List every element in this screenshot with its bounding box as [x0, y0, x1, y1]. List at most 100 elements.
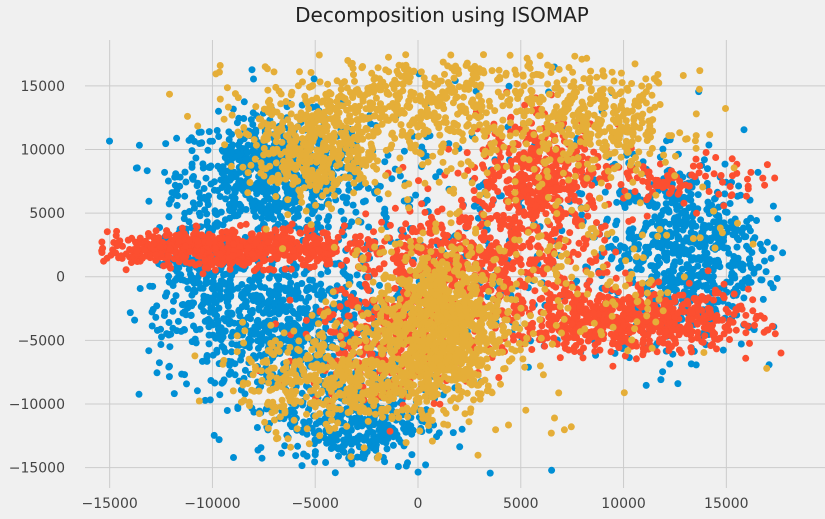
data-point [196, 252, 203, 260]
data-point [283, 188, 291, 196]
data-point [533, 208, 541, 216]
data-point [213, 222, 221, 230]
data-point [226, 276, 234, 284]
data-point [360, 245, 368, 253]
data-point [243, 298, 250, 305]
data-point [331, 469, 339, 477]
data-point [343, 199, 350, 207]
data-point [249, 148, 256, 156]
data-point [315, 247, 323, 255]
data-point [153, 369, 161, 377]
data-point [364, 273, 372, 281]
data-point [242, 156, 250, 164]
data-point [470, 187, 478, 195]
data-point [122, 250, 130, 258]
data-point [396, 172, 404, 180]
data-point [171, 181, 179, 189]
data-point [675, 252, 683, 260]
data-point [152, 251, 160, 259]
data-point [258, 454, 266, 462]
data-point [408, 451, 416, 459]
data-point [458, 425, 466, 433]
data-point [310, 75, 318, 83]
data-point [205, 331, 213, 339]
data-point [170, 297, 177, 305]
data-point [267, 255, 275, 263]
data-point [571, 218, 579, 226]
data-point [265, 298, 273, 306]
data-point [712, 218, 720, 226]
data-point [619, 311, 627, 319]
data-point [389, 441, 397, 449]
data-point [467, 214, 475, 222]
data-point [734, 282, 742, 290]
data-point [216, 250, 224, 258]
data-point [200, 185, 208, 192]
data-point [464, 223, 472, 231]
data-point [398, 233, 406, 241]
data-point [263, 209, 271, 217]
data-point [207, 259, 215, 267]
data-point [183, 380, 190, 388]
data-point [435, 429, 443, 437]
data-point [384, 435, 392, 443]
data-point [575, 197, 583, 205]
data-point [247, 116, 255, 124]
data-point [398, 263, 405, 271]
data-point [218, 146, 226, 154]
data-point [226, 150, 234, 158]
data-point [194, 237, 202, 245]
data-point [617, 263, 625, 271]
data-point [735, 182, 743, 190]
data-point [211, 307, 219, 315]
data-point [276, 250, 284, 258]
data-point [770, 244, 778, 252]
data-point [302, 248, 310, 256]
data-point [131, 316, 139, 324]
data-point [528, 346, 536, 353]
data-point [312, 420, 320, 428]
data-point [245, 344, 253, 351]
data-point [531, 259, 539, 267]
data-point [659, 368, 667, 376]
data-point [215, 133, 223, 140]
data-point [701, 261, 709, 269]
data-point [512, 242, 520, 250]
data-point [279, 305, 287, 313]
data-point [755, 263, 763, 271]
data-point [418, 200, 426, 208]
data-point [687, 344, 695, 352]
data-point [193, 223, 201, 231]
data-point [204, 264, 212, 272]
data-point [505, 82, 513, 90]
data-point [313, 239, 321, 247]
data-point [730, 290, 738, 298]
data-point [607, 255, 615, 263]
data-point [258, 330, 266, 337]
data-point [364, 184, 372, 192]
data-point [200, 193, 208, 201]
data-point [315, 214, 323, 222]
data-point [642, 381, 650, 389]
data-point [317, 270, 325, 278]
data-point [144, 230, 152, 237]
data-point [666, 360, 674, 368]
data-point [243, 148, 251, 156]
data-point [225, 284, 233, 292]
data-point [224, 235, 232, 243]
data-point [298, 462, 306, 470]
data-point [760, 314, 768, 322]
data-point [700, 282, 708, 290]
data-point [340, 448, 348, 456]
data-point [242, 303, 250, 311]
data-point [548, 466, 556, 474]
data-point [251, 273, 259, 281]
data-point [601, 188, 609, 196]
data-point [231, 198, 239, 206]
data-point [737, 340, 745, 348]
data-point [253, 190, 261, 198]
data-point [601, 236, 609, 244]
data-point [296, 245, 304, 253]
data-point [504, 275, 512, 283]
data-point [290, 288, 298, 296]
